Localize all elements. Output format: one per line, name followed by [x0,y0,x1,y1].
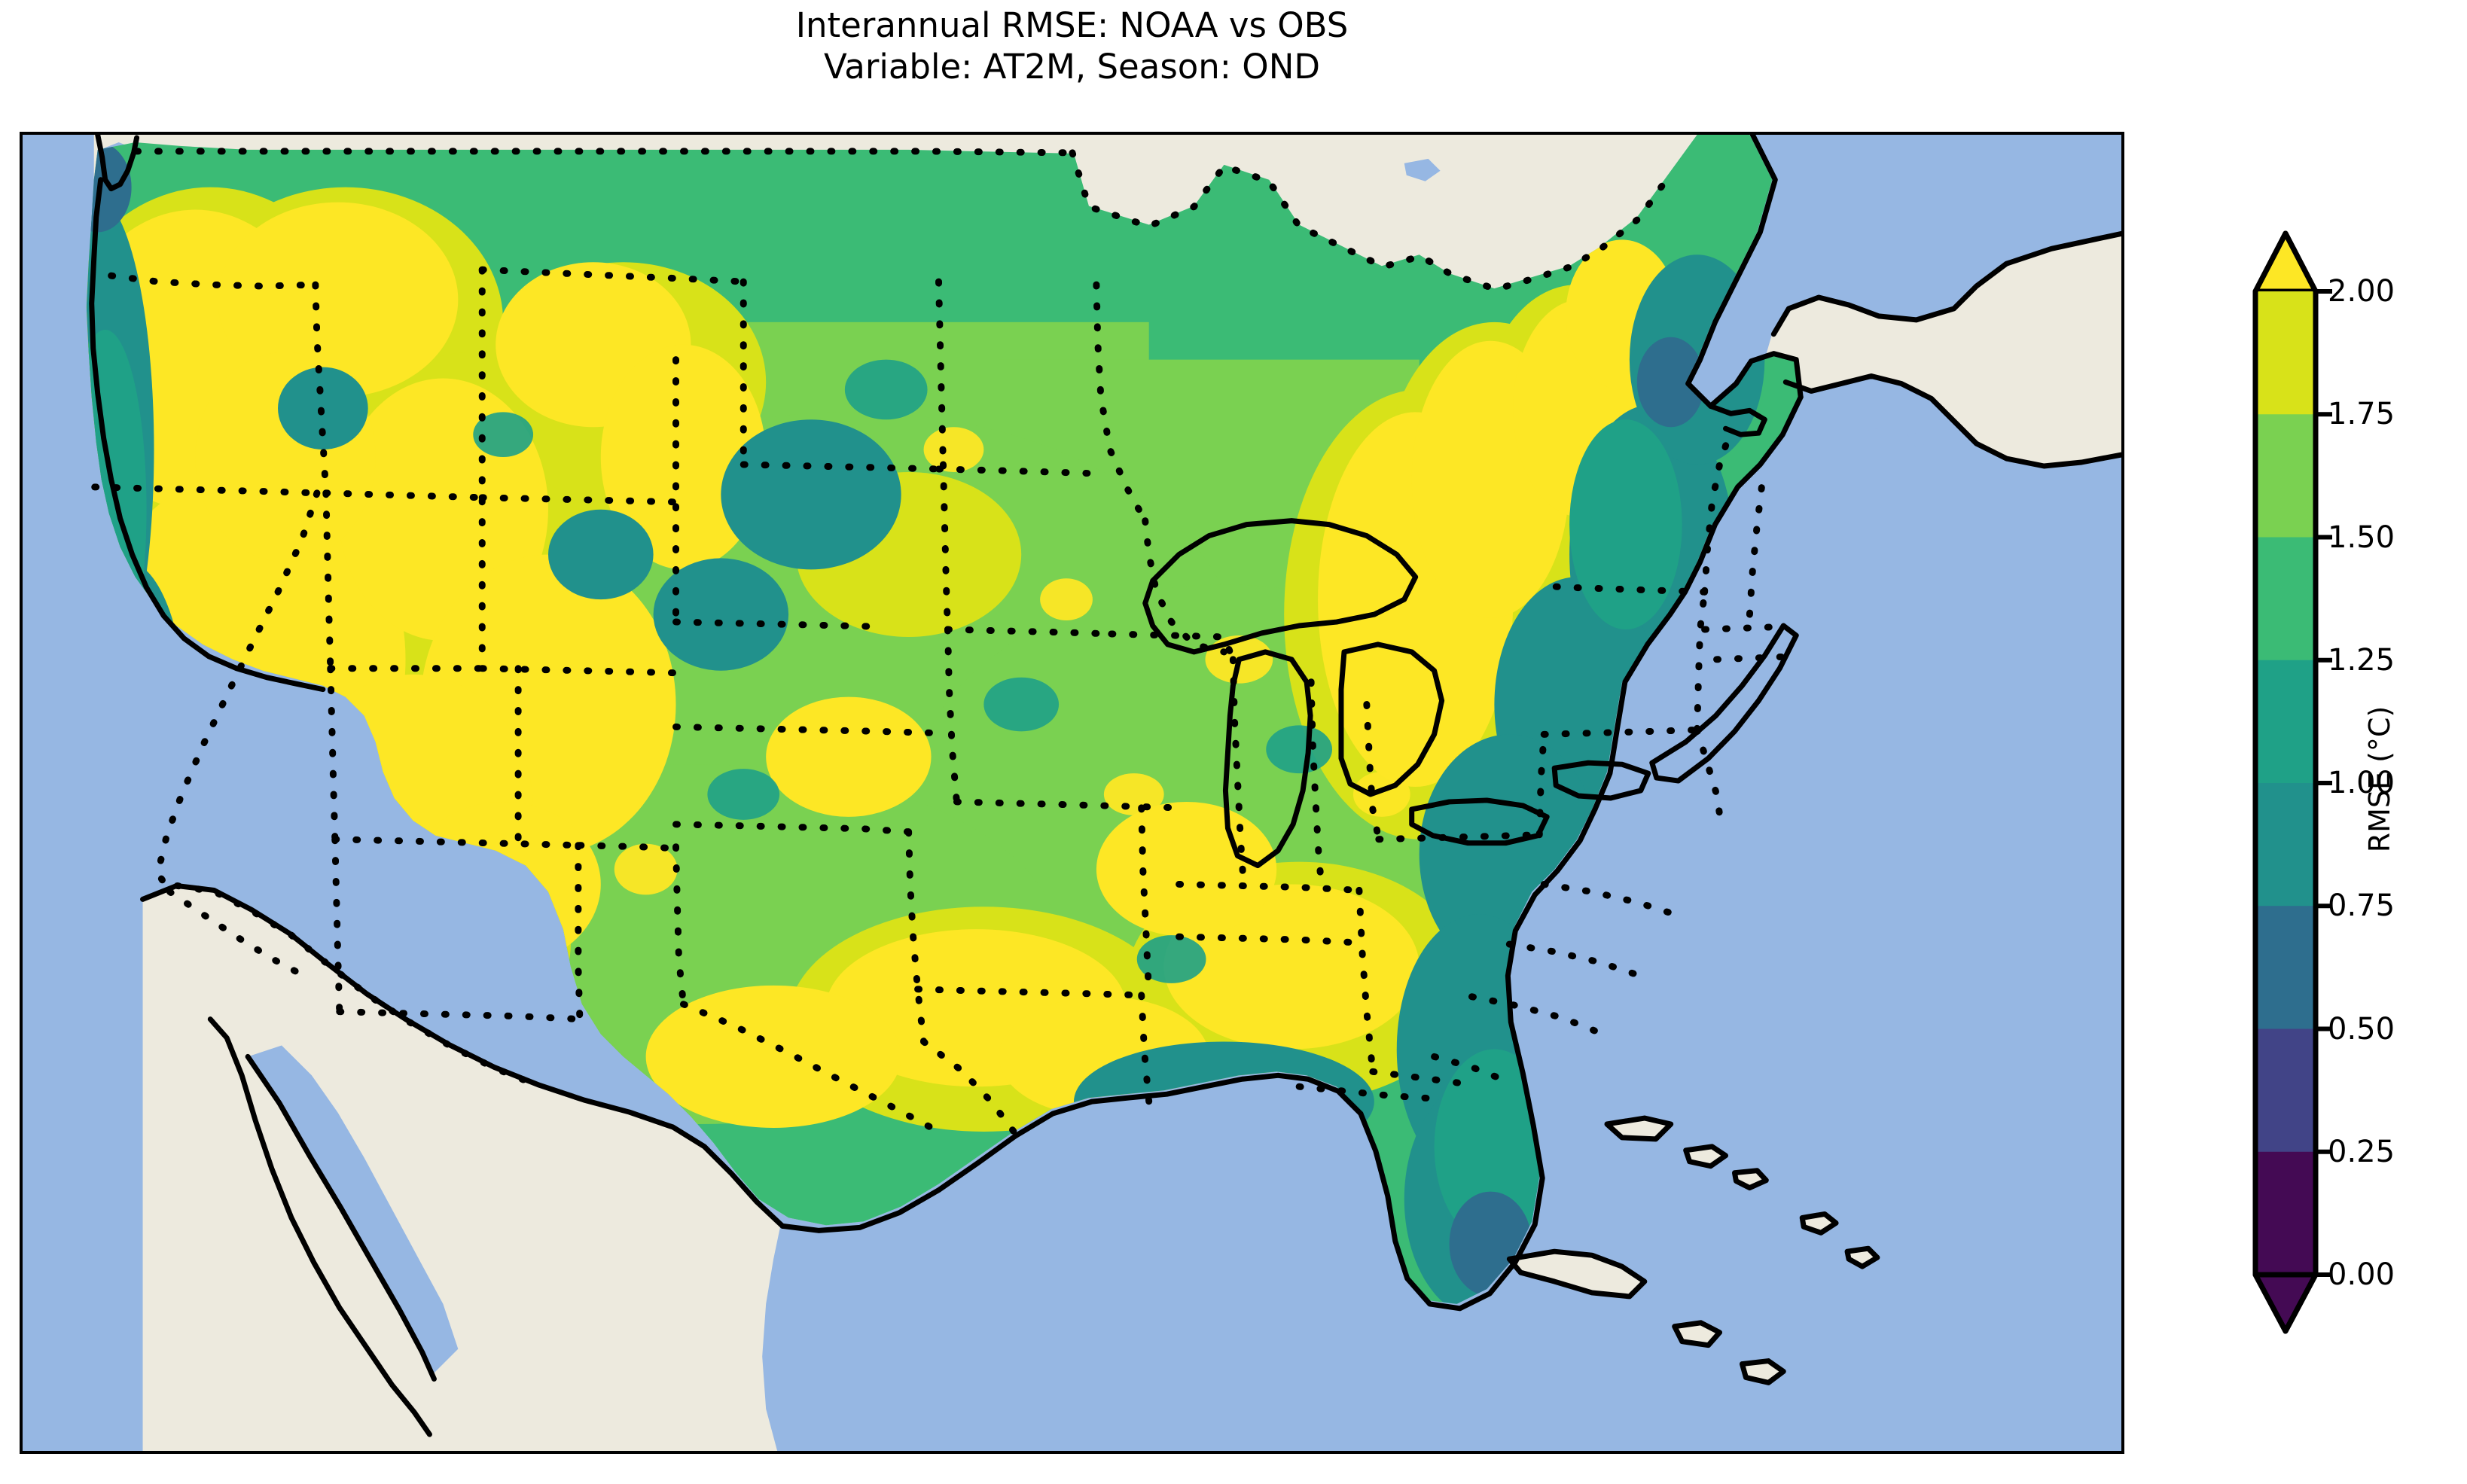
colorbar-axis-label: RMSE (°C) [2363,705,2396,853]
colorbar-tick-label: 1.00 [2328,766,2395,800]
colorbar-tick-label: 1.25 [2328,642,2395,678]
chart-title-block: Interannual RMSE: NOAA vs OBS Variable: … [0,0,2144,87]
colorbar-tick-label: 0.75 [2328,888,2395,924]
rmse-contour-map [23,135,2121,1451]
colorbar-band [2255,537,2316,661]
colorbar-tick-label: 2.00 [2328,274,2395,309]
chart-subtitle: Variable: AT2M, Season: OND [823,47,1321,87]
colorbar-tick-label: 1.50 [2328,520,2395,555]
colorbar-band [2255,414,2316,538]
colorbar-band [2255,660,2316,784]
colorbar-tick-label: 0.25 [2328,1134,2395,1169]
colorbar-band [2255,1028,2316,1153]
colorbar-band [2255,1151,2316,1275]
colorbar-swatch[interactable] [2248,218,2466,1340]
colorbar-band [2255,291,2316,415]
page-title: Interannual RMSE: NOAA vs OBS [795,5,1349,45]
colorbar-tick-label: 1.75 [2328,397,2395,432]
colorbar-group: 2.00 1.75 1.50 1.25 1.00 0.75 0.50 0.25 0.00 RMS… [2248,218,2466,1340]
colorbar-band [2255,783,2316,907]
colorbar-tick-label: 0.00 [2328,1257,2395,1292]
colorbar-band [2255,906,2316,1030]
colorbar-tick-label: 0.50 [2328,1011,2395,1047]
map-axes[interactable] [20,132,2124,1454]
